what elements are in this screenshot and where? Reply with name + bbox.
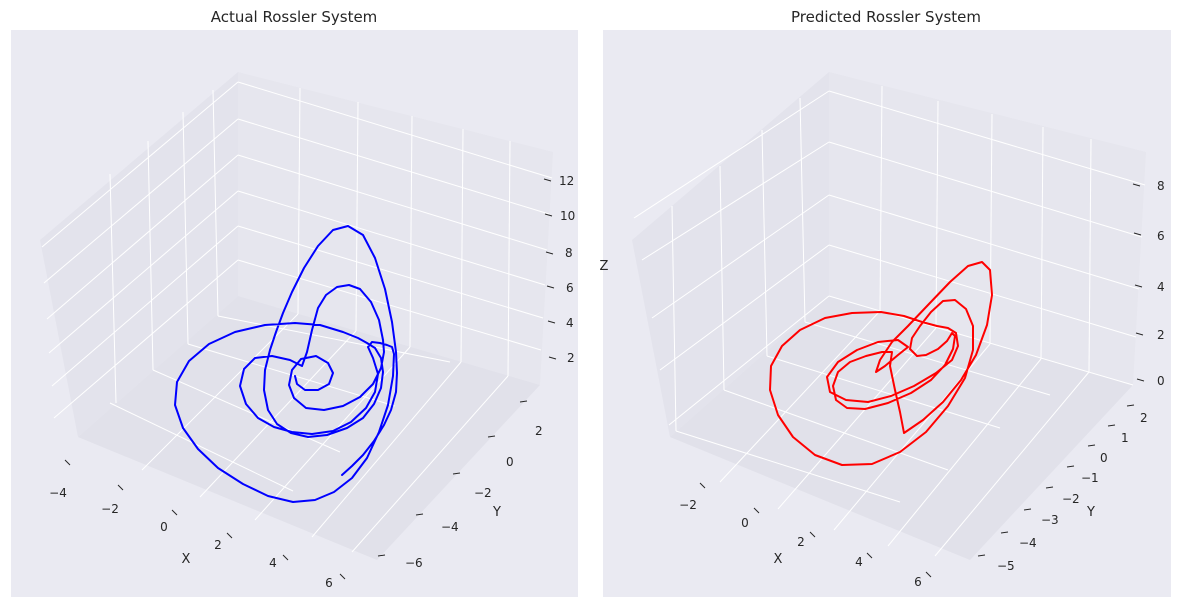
y-tick-label: 0 bbox=[1100, 451, 1108, 465]
y-tick-label: 2 bbox=[1140, 411, 1148, 425]
x-tick-label: −2 bbox=[101, 502, 119, 516]
y-tick-label: 0 bbox=[506, 455, 514, 469]
x-tick-label: −2 bbox=[679, 498, 697, 512]
y-axis-label-actual: Y bbox=[492, 505, 501, 520]
y-tick-label: −4 bbox=[1019, 536, 1037, 550]
z-tick-label: 2 bbox=[567, 351, 575, 365]
z-tick-label: 6 bbox=[566, 281, 574, 295]
chart-title-predicted: Predicted Rossler System bbox=[791, 8, 981, 26]
z-axis-label-predicted: Z bbox=[600, 259, 609, 274]
left-pane-predicted bbox=[632, 72, 829, 437]
z-tick-label: 2 bbox=[1157, 328, 1165, 342]
x-tick-label: 4 bbox=[269, 556, 277, 570]
gridlines-actual bbox=[41, 81, 553, 553]
x-axis-label-predicted: X bbox=[774, 552, 783, 567]
tick-marks-predicted bbox=[699, 183, 1145, 578]
panel-predicted: Predicted Rossler System Z bbox=[600, 8, 1171, 597]
x-tick-label: 0 bbox=[741, 516, 749, 530]
back-pane-predicted bbox=[829, 72, 1146, 385]
chart-title-actual: Actual Rossler System bbox=[211, 8, 378, 26]
z-tick-label: 4 bbox=[566, 316, 574, 330]
z-tick-label: 8 bbox=[1157, 179, 1165, 193]
z-tick-label: 8 bbox=[565, 246, 573, 260]
z-tick-labels-actual: 2 4 6 8 10 12 bbox=[559, 174, 575, 365]
z-tick-label: 6 bbox=[1157, 229, 1165, 243]
x-tick-labels-actual: −4 −2 0 2 4 6 bbox=[49, 486, 333, 590]
z-tick-label: 10 bbox=[560, 209, 575, 223]
left-pane-actual bbox=[40, 72, 238, 437]
z-tick-label: 12 bbox=[559, 174, 574, 188]
x-tick-label: 6 bbox=[325, 576, 333, 590]
trajectory-line-predicted bbox=[769, 261, 993, 466]
panel-actual: Actual Rossler System bbox=[11, 8, 578, 597]
y-tick-label: 2 bbox=[535, 424, 543, 438]
x-tick-label: 6 bbox=[914, 575, 922, 589]
y-tick-label: −1 bbox=[1081, 471, 1099, 485]
x-tick-label: 0 bbox=[160, 520, 168, 534]
y-tick-label: 1 bbox=[1121, 431, 1129, 445]
y-tick-label: −2 bbox=[474, 486, 492, 500]
y-tick-labels-actual: −6 −4 −2 0 2 bbox=[405, 424, 543, 570]
y-tick-label: −5 bbox=[997, 559, 1015, 573]
x-tick-label: 2 bbox=[214, 538, 222, 552]
floor-pane-actual bbox=[78, 296, 540, 560]
y-tick-label: −6 bbox=[405, 556, 423, 570]
y-tick-label: −2 bbox=[1062, 492, 1080, 506]
z-tick-label: 0 bbox=[1157, 374, 1165, 388]
tick-marks-actual bbox=[64, 178, 557, 580]
x-tick-label: −4 bbox=[49, 486, 67, 500]
z-tick-labels-predicted: 0 2 4 6 8 bbox=[1157, 179, 1165, 388]
y-tick-label: −4 bbox=[441, 520, 459, 534]
trajectory-line-actual bbox=[174, 225, 398, 503]
y-tick-labels-predicted: −5 −4 −3 −2 −1 0 1 2 bbox=[997, 411, 1148, 573]
y-axis-label-predicted: Y bbox=[1086, 505, 1095, 520]
x-tick-labels-predicted: −2 0 2 4 6 bbox=[679, 498, 922, 589]
x-tick-label: 4 bbox=[855, 555, 863, 569]
y-tick-label: −3 bbox=[1041, 513, 1059, 527]
x-axis-label-actual: X bbox=[182, 552, 191, 567]
x-tick-label: 2 bbox=[797, 535, 805, 549]
z-tick-label: 4 bbox=[1157, 280, 1165, 294]
back-pane-actual bbox=[238, 72, 553, 385]
